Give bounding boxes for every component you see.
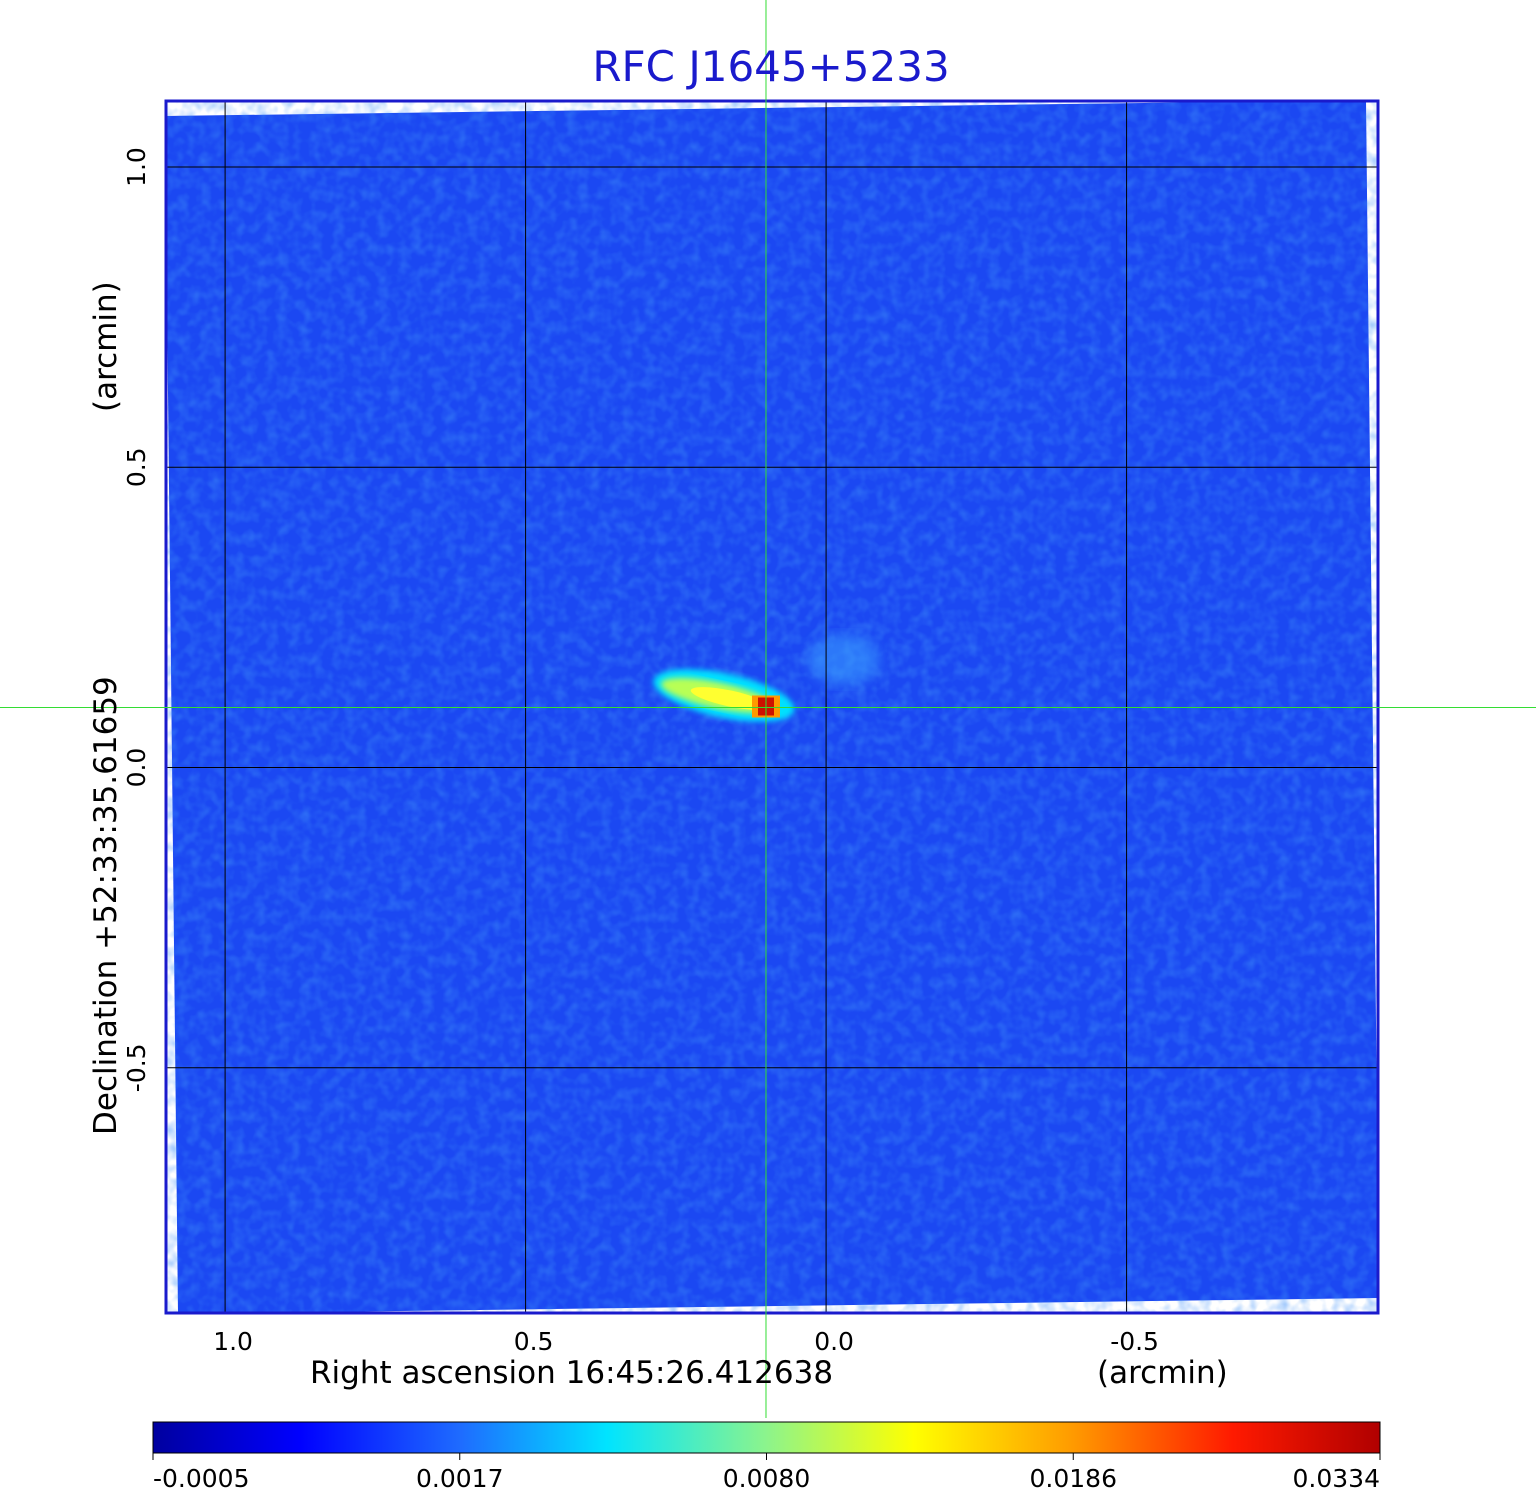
x-axis-unit: (arcmin) — [1097, 1355, 1228, 1391]
x-tick-labels: 1.0 0.5 0.0 -0.5 — [213, 1327, 1159, 1356]
y-tick-labels: 1.0 0.5 0.0 -0.5 — [122, 147, 151, 1092]
colorbar-tick-label: 0.0080 — [723, 1464, 810, 1493]
x-tick-label: 1.0 — [213, 1327, 253, 1356]
colorbar-tick-label: 0.0334 — [1293, 1464, 1380, 1493]
y-tick-label: -0.5 — [122, 1043, 151, 1092]
y-tick-label: 1.0 — [122, 147, 151, 187]
x-tick-label: -0.5 — [1110, 1327, 1159, 1356]
y-axis-unit: (arcmin) — [88, 281, 124, 412]
colorbar-tick-label: -0.0005 — [153, 1464, 250, 1493]
crosshair — [0, 0, 1536, 1418]
y-tick-label: 0.5 — [122, 447, 151, 487]
colorbar-tick-label: 0.0186 — [1030, 1464, 1117, 1493]
x-axis-label: Right ascension 16:45:26.412638 — [310, 1355, 833, 1391]
chart-title: RFC J1645+5233 — [592, 42, 949, 91]
x-tick-label: 0.5 — [514, 1327, 554, 1356]
y-axis-label: Declination +52:33:35.61659 — [88, 676, 124, 1135]
colorbar-tick-labels: -0.0005 0.0017 0.0080 0.0186 0.0334 — [152, 1453, 1381, 1493]
y-tick-label: 0.0 — [122, 748, 151, 788]
source-jet-core — [690, 687, 770, 710]
colorbar — [152, 1421, 1381, 1454]
source-extended — [808, 633, 881, 686]
x-tick-label: 0.0 — [814, 1327, 854, 1356]
colorbar-tick-label: 0.0017 — [416, 1464, 503, 1493]
